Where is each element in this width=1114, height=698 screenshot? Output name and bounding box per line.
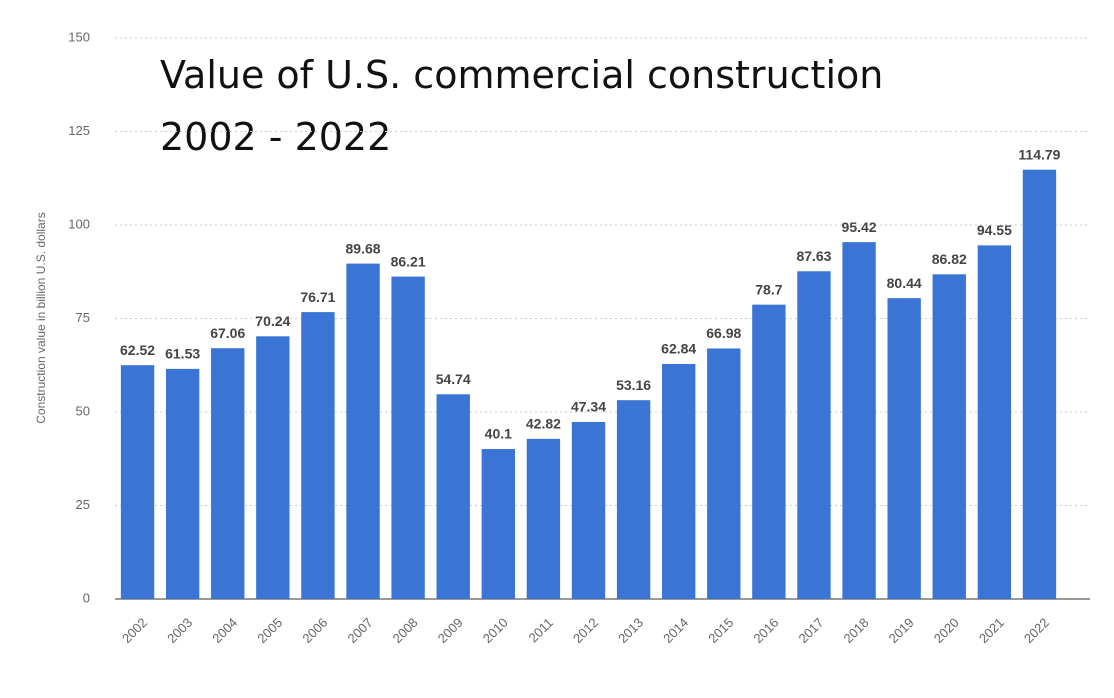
bar <box>662 363 696 599</box>
x-tick-label: 2004 <box>209 615 240 646</box>
x-tick-label: 2008 <box>390 615 421 646</box>
value-label: 89.68 <box>346 240 381 256</box>
bar <box>436 394 470 599</box>
x-tick-label: 2020 <box>931 615 962 646</box>
value-label: 70.24 <box>255 313 290 329</box>
bar <box>932 274 966 599</box>
value-label: 66.98 <box>706 325 741 341</box>
x-tick-label: 2011 <box>526 615 556 645</box>
bar <box>571 421 606 599</box>
value-label: 114.79 <box>1018 146 1060 162</box>
value-label: 61.53 <box>165 346 200 362</box>
chart-subtitle: 2002 - 2022 <box>160 115 391 159</box>
value-label: 62.84 <box>661 341 696 357</box>
x-tick-label: 2015 <box>705 615 736 646</box>
x-tick-label: 2005 <box>254 615 285 646</box>
x-tick-label: 2022 <box>1021 615 1052 646</box>
y-axis-label: Construction value in billion U.S. dolla… <box>34 212 48 423</box>
value-label: 53.16 <box>616 377 651 393</box>
y-tick-label: 50 <box>76 403 90 418</box>
value-label: 40.1 <box>485 426 512 442</box>
x-tick-label: 2013 <box>615 615 646 646</box>
bar <box>165 368 200 599</box>
value-label: 62.52 <box>120 342 155 358</box>
value-label: 47.34 <box>571 399 606 415</box>
bar <box>887 298 921 599</box>
bar <box>842 242 876 599</box>
x-tick-label: 2019 <box>886 615 917 646</box>
value-label: 67.06 <box>210 325 245 341</box>
bar <box>707 348 741 599</box>
x-tick-label: 2021 <box>976 615 1007 646</box>
value-label: 95.42 <box>842 219 877 235</box>
bar <box>752 304 786 599</box>
bar <box>301 312 335 599</box>
y-tick-label: 0 <box>83 590 90 605</box>
y-tick-label: 75 <box>76 310 90 325</box>
value-label: 86.82 <box>932 251 967 267</box>
x-tick-label: 2006 <box>299 615 330 646</box>
y-tick-label: 125 <box>68 123 90 138</box>
value-label: 54.74 <box>436 371 471 387</box>
value-label: 76.71 <box>300 289 335 305</box>
y-tick-label: 150 <box>68 29 90 44</box>
chart-title: Value of U.S. commercial construction <box>160 53 883 97</box>
x-tick-label: 2012 <box>570 615 601 646</box>
bar <box>346 263 380 599</box>
bar <box>977 245 1012 599</box>
value-label: 80.44 <box>887 275 922 291</box>
y-tick-label: 100 <box>68 216 90 231</box>
y-tick-label: 25 <box>76 497 90 512</box>
value-label: 87.63 <box>796 248 831 264</box>
x-tick-label: 2017 <box>795 615 826 646</box>
value-label: 94.55 <box>977 222 1012 238</box>
x-tick-label: 2014 <box>660 615 691 646</box>
bar <box>616 400 651 599</box>
x-tick-label: 2010 <box>480 615 511 646</box>
bar <box>211 348 245 599</box>
value-label: 86.21 <box>391 253 426 269</box>
value-label: 78.7 <box>755 281 782 297</box>
x-tick-label: 2018 <box>841 615 872 646</box>
x-tick-label: 2007 <box>345 615 376 646</box>
bar <box>391 276 425 599</box>
x-tick-label: 2009 <box>435 615 466 646</box>
bar <box>120 365 155 599</box>
bar <box>1022 169 1057 599</box>
value-label: 42.82 <box>526 416 561 432</box>
x-tick-label: 2003 <box>164 615 195 646</box>
bar <box>797 271 831 599</box>
bar <box>256 336 290 599</box>
bar <box>526 438 561 599</box>
x-tick-label: 2002 <box>119 615 150 646</box>
x-tick-label: 2016 <box>750 615 781 646</box>
bar <box>481 449 515 599</box>
